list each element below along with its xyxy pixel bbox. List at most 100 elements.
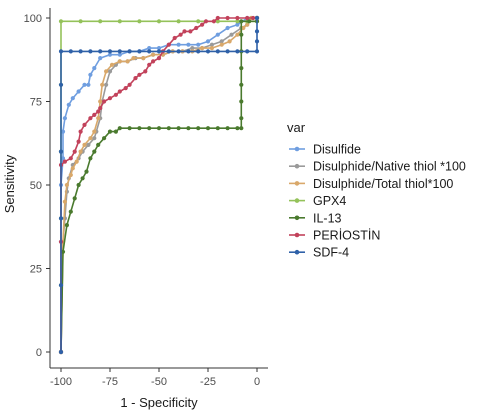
y-tick-label: 50 xyxy=(30,180,42,192)
legend-item: Disulfide xyxy=(289,143,361,157)
legend-item: IL-13 xyxy=(289,211,342,225)
data-point xyxy=(215,15,220,21)
data-point xyxy=(239,126,244,131)
data-point xyxy=(92,149,97,154)
data-point xyxy=(68,156,73,161)
data-point xyxy=(245,49,250,54)
legend-key-point xyxy=(294,146,300,152)
data-point xyxy=(137,72,142,77)
data-point xyxy=(96,109,101,114)
data-point xyxy=(147,49,152,54)
data-point xyxy=(176,19,181,24)
data-point xyxy=(194,25,199,31)
data-point xyxy=(229,32,234,37)
data-point xyxy=(68,172,73,178)
data-point xyxy=(131,56,136,61)
series-1 xyxy=(58,15,260,355)
legend-item: PERİOSTİN xyxy=(289,229,380,243)
legend: var Disulfide Disulphide/Native thiol *10… xyxy=(287,120,466,260)
data-point xyxy=(219,42,224,47)
legend-item: SDF-4 xyxy=(289,246,349,260)
data-point xyxy=(137,49,142,54)
data-point xyxy=(225,15,230,21)
data-point xyxy=(227,39,232,44)
data-point xyxy=(245,22,250,27)
data-point xyxy=(254,29,260,34)
legend-key-point xyxy=(294,163,300,169)
data-point xyxy=(239,66,244,71)
data-point xyxy=(88,72,93,77)
series-4 xyxy=(58,15,260,355)
data-point xyxy=(76,139,81,144)
data-point xyxy=(251,15,256,21)
legend-label: IL-13 xyxy=(313,211,342,225)
data-point xyxy=(178,32,183,37)
x-tick-label: -50 xyxy=(151,376,167,388)
data-point xyxy=(200,22,205,27)
data-point xyxy=(58,349,64,355)
data-point xyxy=(64,223,69,228)
data-point xyxy=(60,249,66,254)
series-5 xyxy=(58,15,260,355)
data-point xyxy=(78,129,83,134)
series-line xyxy=(60,17,257,352)
data-point xyxy=(98,19,103,24)
data-point xyxy=(78,49,83,54)
data-point xyxy=(235,15,240,21)
data-point xyxy=(186,49,191,54)
data-point xyxy=(88,156,93,161)
data-point xyxy=(84,169,89,174)
data-point xyxy=(151,52,156,57)
y-tick-label: 100 xyxy=(24,13,42,25)
data-point xyxy=(88,116,93,121)
data-point xyxy=(76,182,81,188)
legend-items: Disulfide Disulphide/Native thiol *100 Dis… xyxy=(289,143,466,260)
data-point xyxy=(82,82,87,87)
data-point xyxy=(92,129,97,134)
data-point xyxy=(241,25,246,31)
data-point xyxy=(143,69,148,74)
data-point xyxy=(68,49,73,54)
plot-area xyxy=(58,15,260,355)
data-point xyxy=(147,126,152,131)
data-point xyxy=(60,156,66,161)
data-point xyxy=(98,106,103,111)
data-point xyxy=(117,89,122,94)
data-point xyxy=(104,69,109,74)
data-point xyxy=(247,19,252,24)
data-point xyxy=(215,49,220,54)
data-point xyxy=(211,19,216,24)
data-point xyxy=(147,62,152,67)
series-3 xyxy=(58,15,260,355)
data-point xyxy=(166,42,171,47)
series-line xyxy=(60,18,258,352)
data-point xyxy=(235,19,240,24)
x-tick-label: -75 xyxy=(102,376,118,388)
legend-item: Disulphide/Native thiol *100 xyxy=(289,160,466,174)
data-point xyxy=(133,76,138,81)
data-point xyxy=(107,129,113,134)
x-tick-label: -100 xyxy=(50,376,72,388)
legend-label: Disulphide/Native thiol *100 xyxy=(313,160,466,174)
data-point xyxy=(245,15,250,21)
legend-item: GPX4 xyxy=(289,194,346,208)
data-point xyxy=(205,126,211,131)
y-axis-title: Sensitivity xyxy=(2,154,17,213)
y-tick-label: 75 xyxy=(30,97,42,109)
data-point xyxy=(172,35,177,41)
data-point xyxy=(205,49,211,54)
data-point xyxy=(196,126,201,131)
series-2 xyxy=(58,15,260,355)
data-point xyxy=(156,126,162,131)
data-point xyxy=(127,82,132,87)
data-point xyxy=(107,52,113,57)
data-point xyxy=(66,102,71,107)
data-point xyxy=(196,19,201,24)
data-point xyxy=(190,46,195,51)
x-axis-title: 1 - Specificity xyxy=(120,395,198,410)
data-point xyxy=(186,42,191,47)
legend-key-point xyxy=(294,215,300,221)
data-point xyxy=(80,176,85,181)
data-point xyxy=(117,59,122,64)
data-point xyxy=(225,126,230,131)
